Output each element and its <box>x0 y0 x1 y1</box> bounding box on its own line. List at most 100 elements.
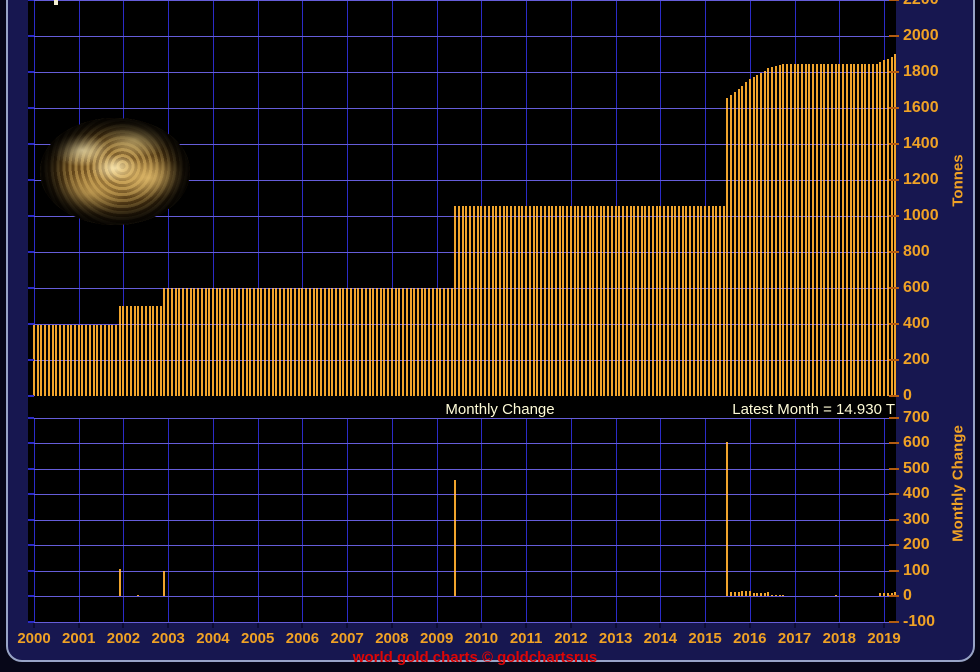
tonnes-tick-label: 200 <box>903 351 930 368</box>
reserve-bar <box>271 288 274 396</box>
reserve-bar <box>200 288 203 396</box>
monthly-gridline-tint <box>28 443 896 444</box>
left-tick <box>28 518 34 521</box>
reserve-bar <box>678 206 680 396</box>
reserve-bar <box>756 74 759 396</box>
reserve-bar <box>185 288 188 396</box>
reserve-bar <box>40 325 43 396</box>
reserve-bar <box>569 206 572 396</box>
reserve-bar <box>499 206 502 396</box>
x-axis-tick <box>659 623 662 628</box>
monthly-gridline-tint <box>28 570 896 572</box>
year-gridline <box>705 0 707 396</box>
reserve-bar <box>409 288 412 396</box>
reserve-bar <box>510 206 513 396</box>
reserve-bar <box>722 206 725 396</box>
reserve-bar <box>543 206 546 396</box>
right-tick <box>889 107 899 109</box>
change-bar <box>771 594 774 596</box>
reserve-bar <box>361 288 364 396</box>
change-bar <box>163 570 166 596</box>
reserve-bar <box>886 58 889 396</box>
reserve-bar <box>894 54 896 396</box>
tonnes-tick-label: 1600 <box>903 99 939 116</box>
reserve-bar <box>581 206 584 396</box>
tonnes-gridline-tint <box>28 0 896 1</box>
reserve-bar <box>305 288 308 396</box>
reserve-bar <box>540 206 543 396</box>
monthly-gridline <box>28 596 896 597</box>
reserve-bar <box>226 288 229 396</box>
reserve-bar <box>241 288 244 396</box>
tonnes-tick-label: 1200 <box>903 171 939 188</box>
reserve-bar <box>737 89 740 396</box>
reserve-bar <box>793 64 796 396</box>
tonnes-gridline-tint <box>28 216 896 217</box>
reserve-bar <box>327 288 330 396</box>
year-gridline <box>481 418 483 623</box>
reserve-bar <box>827 64 830 396</box>
change-bar <box>737 592 740 596</box>
copyright-footer: world gold charts © goldchartsrus <box>352 649 598 666</box>
reserve-bar <box>36 325 39 396</box>
year-gridline <box>302 418 304 623</box>
reserve-bar <box>297 288 300 396</box>
reserve-bar <box>152 306 155 396</box>
reserve-bar <box>730 94 733 396</box>
reserve-bar <box>719 206 721 396</box>
reserve-bar <box>666 206 669 396</box>
reserve-bar <box>819 64 822 396</box>
reserve-bar <box>62 325 65 396</box>
x-axis-tick <box>569 623 572 628</box>
tonnes-tick-label: 0 <box>903 387 912 404</box>
tonnes-gridline-tint <box>28 360 896 361</box>
reserve-bar <box>748 78 751 396</box>
reserve-bar <box>178 288 181 396</box>
year-label: 2019 <box>867 630 901 647</box>
year-label: 2008 <box>375 630 409 647</box>
change-bar <box>730 591 733 596</box>
reserve-bar <box>528 206 531 396</box>
left-tick <box>28 395 34 397</box>
left-tick <box>28 544 34 546</box>
year-gridline <box>749 418 751 623</box>
tonnes-gridline-tint <box>28 108 896 109</box>
reserve-bar <box>197 288 200 396</box>
year-label: 2013 <box>598 630 633 647</box>
right-tick <box>889 359 899 361</box>
reserve-bar <box>607 206 610 396</box>
reserve-bar <box>137 306 140 396</box>
reserve-bar <box>96 325 99 396</box>
reserve-bar <box>532 206 535 396</box>
reserve-bar <box>103 325 106 396</box>
reserve-bar <box>159 306 162 396</box>
reserve-bar <box>875 64 878 396</box>
reserve-bar <box>584 206 587 396</box>
year-label: 2004 <box>196 630 230 647</box>
reserve-bar <box>44 325 47 396</box>
x-axis-tick <box>748 623 751 628</box>
year-gridline <box>212 418 214 623</box>
plot-area <box>28 0 896 623</box>
monthly-tick-label: 200 <box>903 536 930 553</box>
reserve-bar <box>506 206 509 396</box>
reserve-bar <box>454 206 457 396</box>
reserve-bar <box>797 64 800 396</box>
reserve-bar <box>189 288 192 396</box>
left-tick <box>28 595 34 597</box>
tonnes-gridline <box>28 180 896 181</box>
year-gridline <box>212 0 214 396</box>
year-label: 2012 <box>554 630 588 647</box>
reserve-bar <box>774 66 777 396</box>
reserve-bar <box>853 64 856 396</box>
reserve-bar <box>349 288 352 396</box>
monthly-tick-label: 100 <box>903 561 930 579</box>
reserve-bar <box>685 206 688 396</box>
right-tick <box>889 518 899 521</box>
year-gridline <box>481 0 483 396</box>
reserve-bar <box>696 206 699 396</box>
year-label: 2006 <box>285 630 320 647</box>
reserve-bar <box>648 206 651 396</box>
